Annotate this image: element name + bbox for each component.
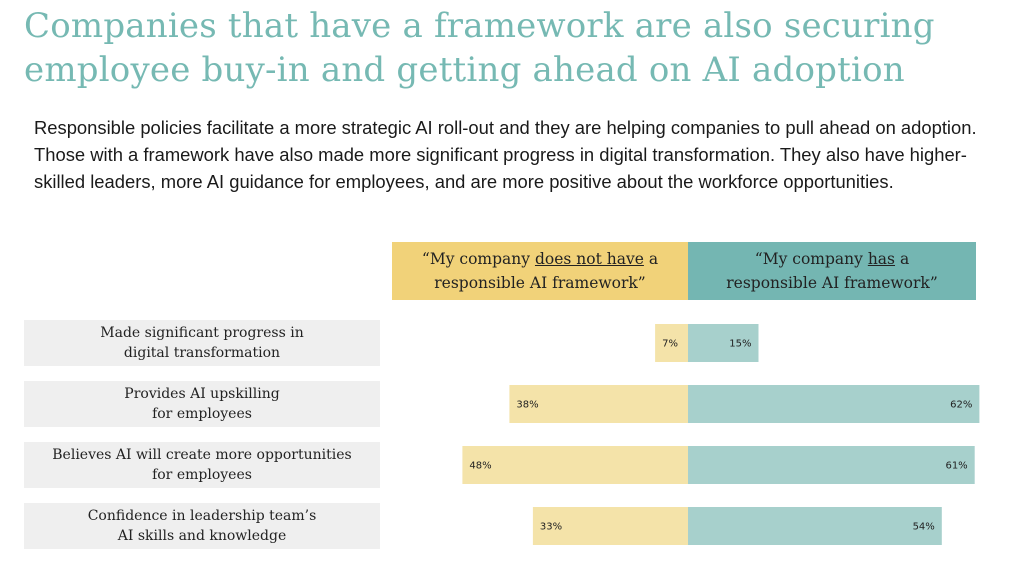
bar-no-framework xyxy=(655,324,688,362)
bar-no-framework xyxy=(532,507,688,545)
row-label-line: for employees xyxy=(152,467,252,483)
header-left-underlined: does not have xyxy=(534,250,644,268)
header-right-underlined: has xyxy=(867,250,896,268)
row-label-line: Made significant progress in xyxy=(100,325,304,341)
header-right-pre: “My company xyxy=(754,250,868,268)
header-no-framework: “My company does not have a responsible … xyxy=(392,242,688,300)
row-label-digital-transformation: Made significant progress in digital tra… xyxy=(24,320,380,366)
header-has-framework: “My company has a responsible AI framewo… xyxy=(688,242,976,300)
value-label-has-framework: 15% xyxy=(729,339,751,350)
bar-has-framework xyxy=(688,446,975,484)
value-label-no-framework: 48% xyxy=(469,461,491,472)
header-left-line2: responsible AI framework” xyxy=(434,274,646,292)
row-label-line: AI skills and knowledge xyxy=(117,528,287,544)
header-left-mid: a xyxy=(643,250,659,268)
page-title: Companies that have a framework are also… xyxy=(24,4,1004,92)
row-label-line: Believes AI will create more opportuniti… xyxy=(52,447,352,463)
value-label-no-framework: 38% xyxy=(516,400,538,411)
value-label-has-framework: 62% xyxy=(950,400,972,411)
value-label-no-framework: 7% xyxy=(662,339,678,350)
row-label-line: Confidence in leadership team’s xyxy=(87,508,317,524)
title-line-1: Companies that have a framework are also… xyxy=(24,6,935,46)
value-label-no-framework: 33% xyxy=(540,522,562,533)
header-left-pre: “My company xyxy=(421,250,535,268)
bar-no-framework xyxy=(462,446,688,484)
value-label-has-framework: 54% xyxy=(913,522,935,533)
row-label-ai-upskilling: Provides AI upskilling for employees xyxy=(24,381,380,427)
page-subtitle: Responsible policies facilitate a more s… xyxy=(34,117,977,192)
value-label-has-framework: 61% xyxy=(945,461,967,472)
row-label-leadership-confidence: Confidence in leadership team’s AI skill… xyxy=(24,503,380,549)
row-label-line: Provides AI upskilling xyxy=(124,386,280,402)
header-right-line2: responsible AI framework” xyxy=(726,274,938,292)
bar-has-framework xyxy=(688,507,942,545)
title-line-2: employee buy-in and getting ahead on AI … xyxy=(24,50,905,90)
row-label-line: for employees xyxy=(152,406,252,422)
row-label-ai-opportunities: Believes AI will create more opportuniti… xyxy=(24,442,380,488)
bar-has-framework xyxy=(688,324,759,362)
bar-has-framework xyxy=(688,385,980,423)
row-label-line: digital transformation xyxy=(123,345,281,361)
bar-no-framework xyxy=(509,385,688,423)
header-right-mid: a xyxy=(895,250,910,268)
